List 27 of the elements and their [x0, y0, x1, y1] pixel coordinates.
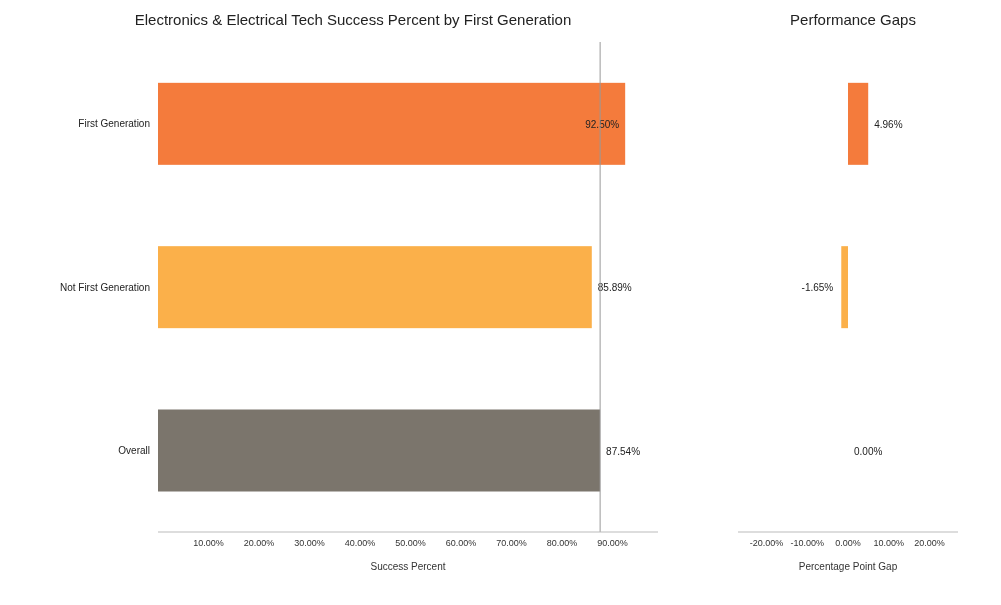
x-tick-label: 20.00% [914, 538, 945, 549]
data-label: 92.50% [585, 118, 620, 130]
x-axis-title: Percentage Point Gap [798, 561, 898, 572]
chart-title: Performance Gaps [789, 10, 917, 30]
data-label: 0.00% [854, 445, 883, 457]
y-tick-label: Not First Generation [59, 281, 150, 293]
x-tick-label: 10.00% [873, 538, 905, 549]
x-tick-label: 30.00% [294, 538, 325, 549]
x-tick-label: 50.00% [395, 538, 426, 549]
x-tick-label: -20.00% [749, 538, 784, 549]
x-tick-label: 40.00% [344, 538, 376, 549]
data-label: 4.96% [874, 118, 903, 130]
x-tick-label: 80.00% [546, 538, 578, 549]
chart-title: Electronics & Electrical Tech Success Percent by First Generation [133, 10, 573, 30]
x-tick-label: 70.00% [496, 538, 527, 549]
data-label: 87.54% [606, 445, 641, 457]
x-tick-label: 0.00% [835, 538, 861, 549]
data-label: 85.89% [597, 282, 632, 294]
x-axis-title: Success Percent [370, 561, 446, 572]
x-tick-label: 60.00% [445, 538, 477, 549]
y-tick-label: Overall [118, 444, 150, 456]
x-tick-label: 10.00% [193, 538, 224, 549]
y-tick-label: First Generation [78, 118, 150, 130]
data-label: -1.65% [801, 282, 834, 294]
x-tick-label: 90.00% [597, 538, 628, 549]
x-tick-label: -10.00% [790, 538, 825, 549]
x-tick-label: 20.00% [243, 538, 275, 549]
